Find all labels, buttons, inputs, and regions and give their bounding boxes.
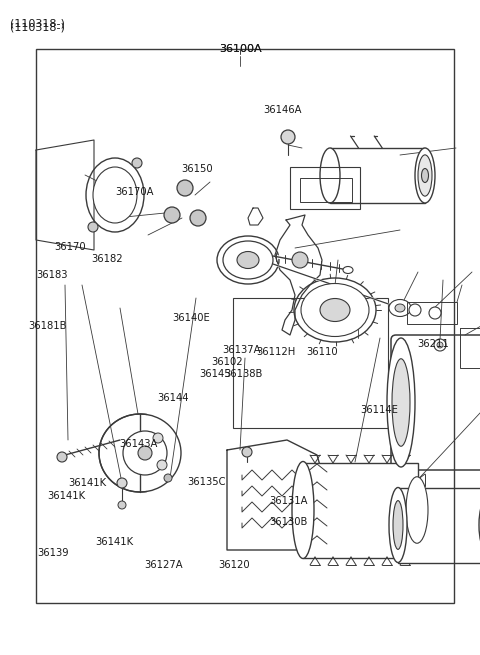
Text: 36182: 36182 bbox=[91, 254, 123, 264]
Circle shape bbox=[138, 446, 152, 460]
Circle shape bbox=[88, 222, 98, 232]
Ellipse shape bbox=[301, 284, 369, 337]
Bar bbox=[407, 302, 457, 324]
Circle shape bbox=[190, 210, 206, 226]
Bar bbox=[233, 298, 388, 428]
Bar bbox=[460, 328, 480, 368]
Ellipse shape bbox=[406, 477, 428, 543]
Circle shape bbox=[164, 474, 172, 482]
Circle shape bbox=[157, 460, 167, 470]
Text: 36183: 36183 bbox=[36, 270, 68, 280]
Text: 36181B: 36181B bbox=[28, 321, 66, 331]
Text: 36141K: 36141K bbox=[47, 491, 85, 501]
Bar bbox=[290, 167, 360, 209]
Text: 36144: 36144 bbox=[157, 393, 189, 403]
Circle shape bbox=[409, 304, 421, 316]
Ellipse shape bbox=[320, 299, 350, 322]
Bar bbox=[303, 463, 418, 558]
Ellipse shape bbox=[99, 414, 181, 492]
Ellipse shape bbox=[93, 167, 137, 223]
Ellipse shape bbox=[421, 168, 429, 183]
Bar bbox=[398, 488, 480, 563]
Text: (110318-): (110318-) bbox=[10, 18, 65, 28]
Text: 36170A: 36170A bbox=[115, 187, 154, 196]
Circle shape bbox=[429, 307, 441, 319]
Ellipse shape bbox=[387, 338, 415, 467]
Text: 36112H: 36112H bbox=[256, 347, 295, 357]
Ellipse shape bbox=[343, 267, 353, 274]
Circle shape bbox=[292, 252, 308, 268]
Ellipse shape bbox=[292, 462, 314, 559]
Circle shape bbox=[437, 342, 443, 348]
Ellipse shape bbox=[389, 299, 411, 316]
Text: 36114E: 36114E bbox=[360, 405, 398, 415]
Circle shape bbox=[434, 339, 446, 351]
Ellipse shape bbox=[389, 487, 407, 563]
Ellipse shape bbox=[393, 500, 403, 550]
Text: 36145: 36145 bbox=[199, 369, 231, 379]
Text: 36138B: 36138B bbox=[225, 369, 263, 379]
Text: 36130B: 36130B bbox=[269, 517, 307, 527]
Text: (110318-): (110318-) bbox=[10, 22, 65, 32]
Circle shape bbox=[242, 447, 252, 457]
Text: 36127A: 36127A bbox=[144, 560, 182, 570]
Text: 36102: 36102 bbox=[211, 357, 243, 367]
Ellipse shape bbox=[320, 148, 340, 203]
Circle shape bbox=[123, 431, 167, 475]
Bar bbox=[36, 49, 454, 603]
Text: 36211: 36211 bbox=[418, 339, 449, 349]
Text: 36110: 36110 bbox=[306, 347, 338, 357]
Text: 36137A: 36137A bbox=[222, 345, 261, 355]
Circle shape bbox=[117, 478, 127, 488]
Bar bbox=[300, 178, 352, 202]
Ellipse shape bbox=[395, 304, 405, 312]
Ellipse shape bbox=[294, 278, 376, 342]
Circle shape bbox=[164, 207, 180, 223]
Circle shape bbox=[281, 130, 295, 144]
Text: 36141K: 36141K bbox=[69, 478, 107, 488]
Bar bbox=[330, 148, 425, 203]
Ellipse shape bbox=[479, 497, 480, 553]
Circle shape bbox=[153, 433, 163, 443]
Text: 36139: 36139 bbox=[37, 548, 69, 557]
Text: 36140E: 36140E bbox=[172, 313, 210, 323]
Text: 36170: 36170 bbox=[54, 242, 86, 252]
FancyBboxPatch shape bbox=[391, 335, 480, 470]
Text: 36143A: 36143A bbox=[119, 439, 157, 449]
Ellipse shape bbox=[392, 359, 410, 446]
Ellipse shape bbox=[86, 158, 144, 232]
Text: 36135C: 36135C bbox=[187, 477, 226, 487]
Text: 36141K: 36141K bbox=[95, 537, 133, 547]
Circle shape bbox=[118, 501, 126, 509]
Text: 36146A: 36146A bbox=[263, 105, 301, 115]
Ellipse shape bbox=[415, 148, 435, 203]
Circle shape bbox=[57, 452, 67, 462]
Circle shape bbox=[177, 180, 193, 196]
Text: 36100A: 36100A bbox=[219, 44, 261, 54]
Text: 36120: 36120 bbox=[218, 560, 250, 570]
Circle shape bbox=[132, 158, 142, 168]
Ellipse shape bbox=[223, 241, 273, 279]
Text: 36131A: 36131A bbox=[269, 496, 307, 506]
Text: 36100A: 36100A bbox=[219, 44, 261, 54]
Ellipse shape bbox=[217, 236, 279, 284]
Ellipse shape bbox=[418, 155, 432, 196]
Ellipse shape bbox=[237, 252, 259, 269]
Text: 36150: 36150 bbox=[181, 164, 213, 174]
